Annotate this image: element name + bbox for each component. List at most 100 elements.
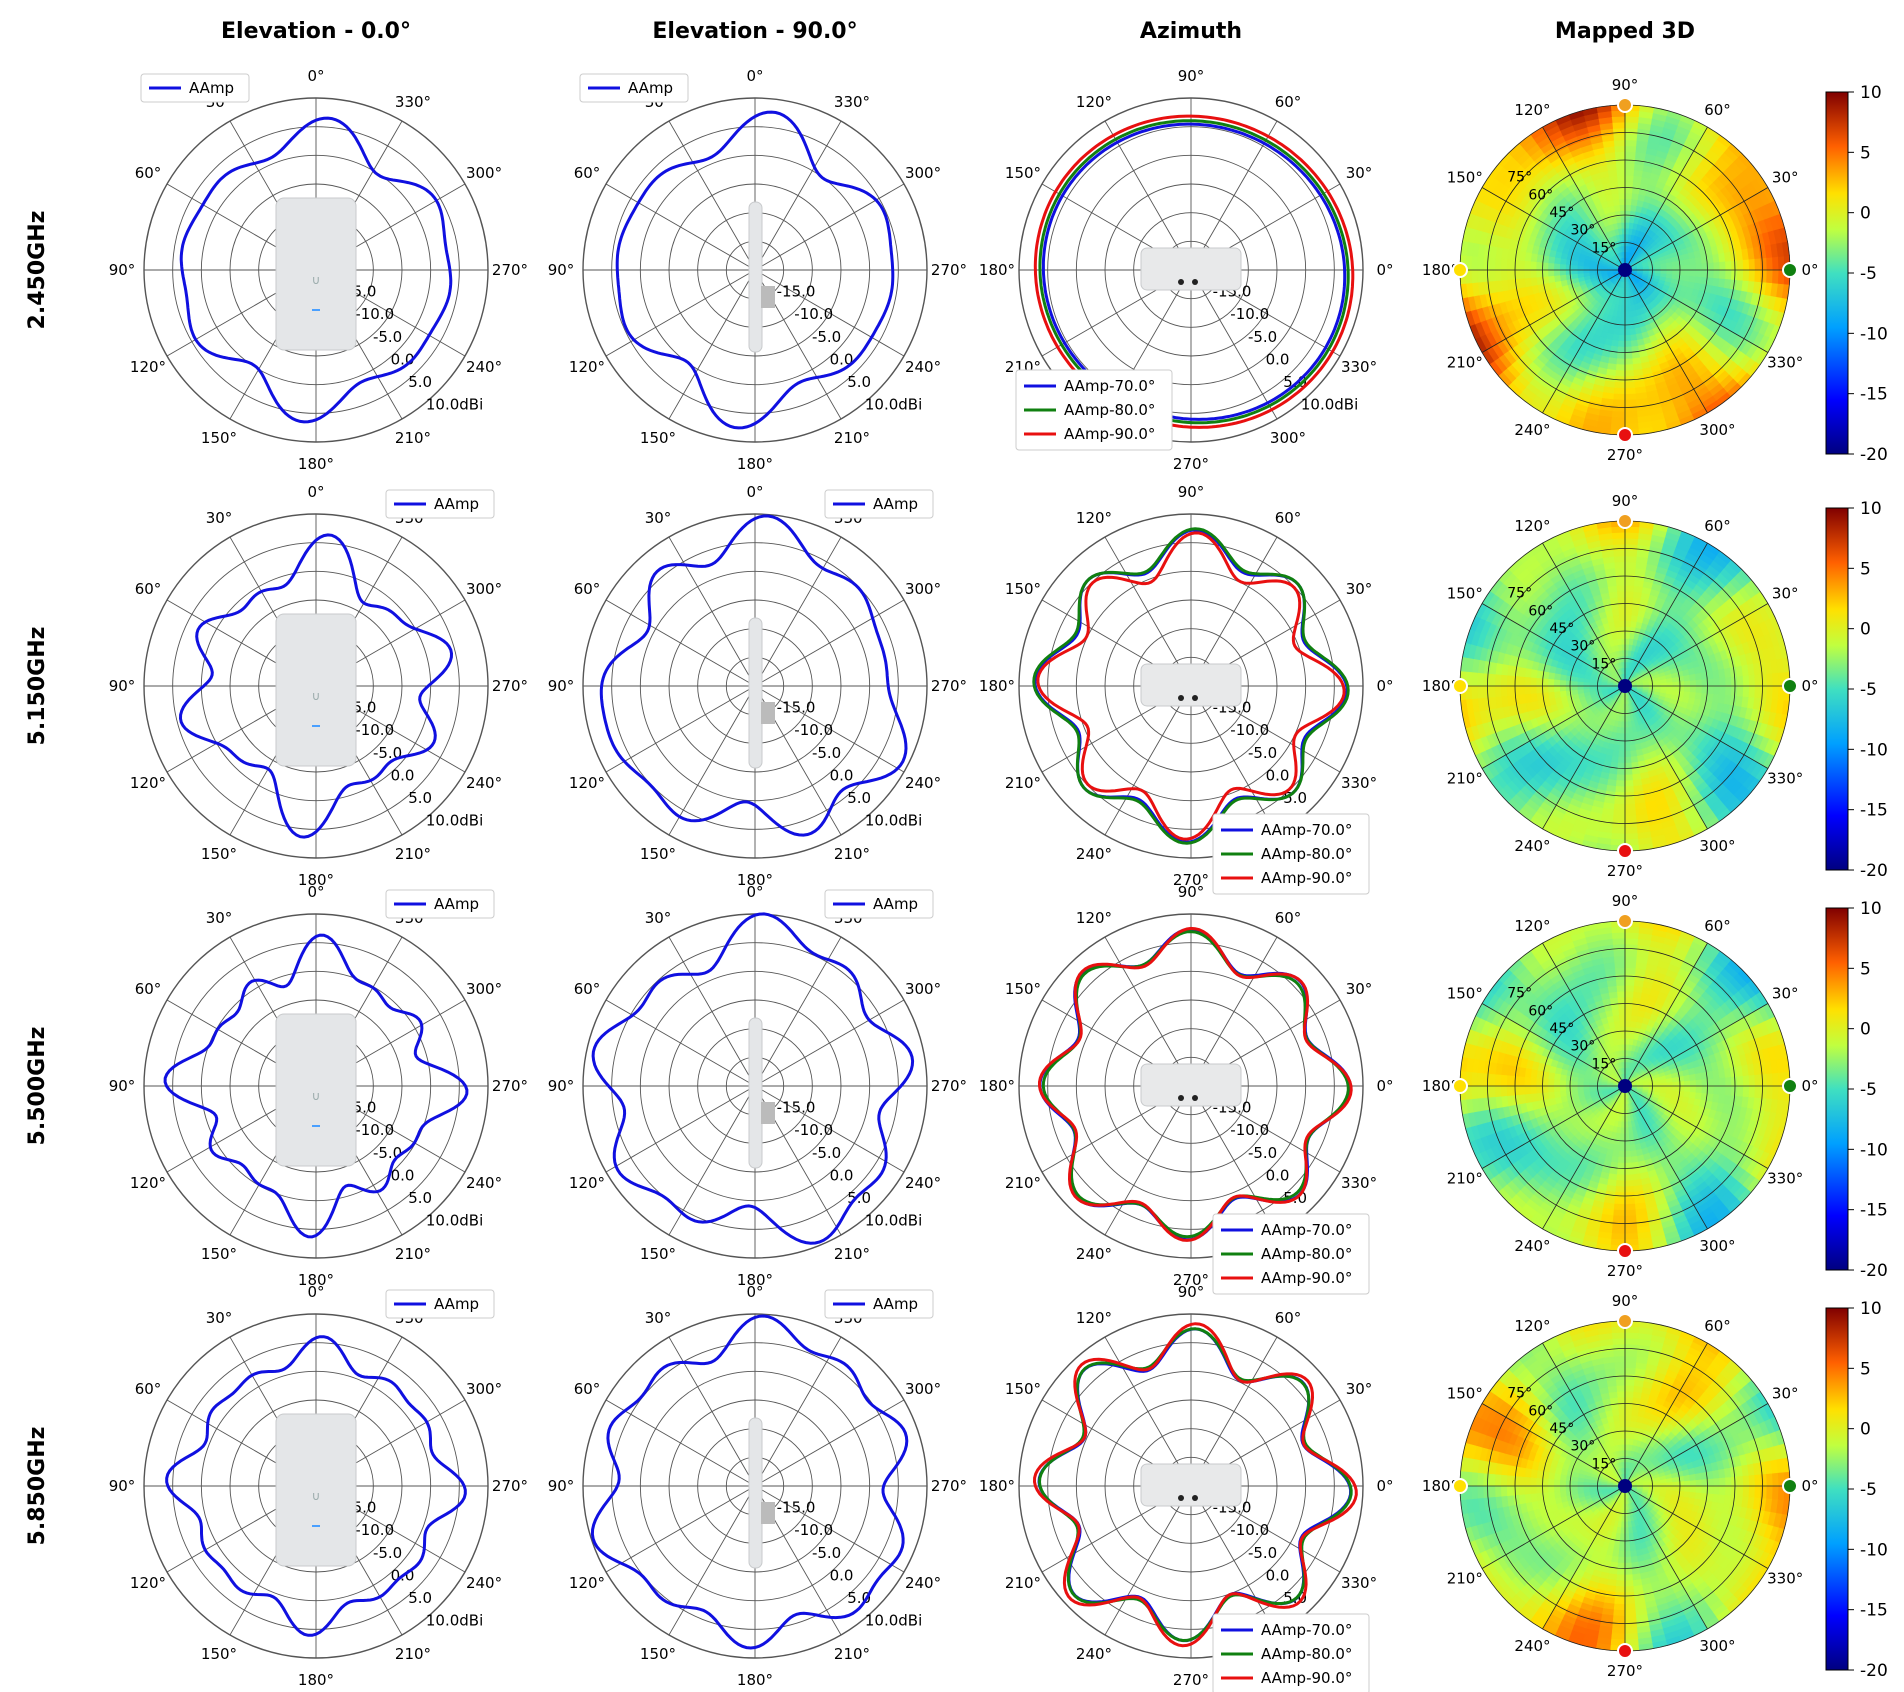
radial-tick-label: 5.0 — [408, 373, 432, 391]
angle-tick-label: 120° — [569, 1174, 605, 1192]
grid-spoke — [668, 536, 756, 687]
mapped-cell — [1630, 193, 1639, 201]
mapped-cell — [1506, 685, 1514, 697]
mapped-cell — [1614, 737, 1621, 746]
mapped-cell — [1611, 532, 1626, 540]
elevation-90-plot: 0°30°60°90°120°150°180°210°240°270°300°3… — [548, 67, 967, 473]
colorbar-label: -10 — [1860, 740, 1888, 760]
mapped-cell — [1512, 269, 1520, 281]
mapped-cell — [1771, 269, 1779, 284]
mapped-cell — [1730, 269, 1738, 281]
angle-tick-label: 60° — [1275, 909, 1302, 927]
mapped-cell — [1742, 269, 1750, 282]
mapped-angle-label: 90° — [1612, 492, 1639, 510]
mapped-cell — [1471, 672, 1479, 687]
mapped-cell — [1614, 567, 1626, 575]
mapped-cell — [1759, 257, 1767, 271]
angle-tick-label: 0° — [746, 483, 763, 501]
colorbar-label: -15 — [1860, 801, 1888, 821]
legend-label: AAmp — [189, 79, 234, 97]
grid-spoke — [1190, 120, 1278, 271]
mapped-angle-label: 150° — [1447, 585, 1483, 603]
mapped-cell — [1565, 675, 1574, 682]
mapped-cell — [1536, 269, 1544, 279]
mapped-cell — [1624, 416, 1639, 424]
radial-tick-label: -5.0 — [812, 1144, 841, 1162]
mapped-cell — [1676, 274, 1685, 281]
mapped-cell — [1471, 685, 1479, 700]
mapped-cell — [1615, 732, 1622, 740]
mapped-cell — [1500, 269, 1508, 282]
mapped-cell — [1683, 680, 1691, 687]
mapped-cell — [1612, 1214, 1626, 1222]
mapped-cell — [1624, 579, 1635, 587]
mapped-cell — [1477, 256, 1485, 271]
angle-tick-label: 240° — [466, 1174, 502, 1192]
mapped-cell — [1700, 678, 1708, 687]
mapped-cell — [1559, 269, 1567, 276]
mapped-cell — [1612, 404, 1626, 412]
column-title: Mapped 3D — [1555, 19, 1695, 44]
mapped-cell — [1620, 310, 1626, 318]
mapped-cell — [1624, 381, 1636, 389]
mapped-cell — [1624, 116, 1639, 124]
mapped-elev-label: 75° — [1507, 586, 1532, 602]
mapped-cell — [1689, 269, 1697, 277]
mapped-cell — [1624, 198, 1632, 206]
mapped-cell — [1530, 685, 1538, 695]
mapped-cell — [1613, 392, 1626, 400]
grid-spoke — [668, 685, 756, 836]
mapped-cell — [1624, 761, 1633, 769]
angle-tick-label: 300° — [466, 580, 502, 598]
mapped-cell — [1624, 620, 1631, 628]
mapped-cell — [1542, 678, 1550, 687]
mapped-3d-plot: 0°30°60°90°120°150°180°210°240°270°300°3… — [1422, 76, 1888, 465]
mapped-cell — [1682, 690, 1690, 698]
mapped-cell — [1611, 416, 1626, 424]
mapped-cell — [1624, 187, 1633, 195]
mapped-cell — [1624, 1232, 1639, 1240]
mapped-cell — [1612, 550, 1626, 558]
mapped-cell — [1619, 322, 1626, 330]
legend-label: AAmp — [434, 895, 479, 913]
mapped-elev-label: 30° — [1570, 223, 1595, 239]
mapped-cell — [1616, 181, 1626, 189]
mapped-cell — [1718, 685, 1726, 696]
mapped-cell — [1571, 681, 1579, 687]
mapped-cell — [1624, 650, 1629, 657]
mapped-cell — [1611, 832, 1626, 840]
mapped-cell — [1712, 677, 1720, 687]
legend-label: AAmp-70.0° — [1064, 377, 1155, 395]
radial-tick-label: 0.0 — [830, 766, 854, 784]
mapped-cell — [1654, 685, 1661, 690]
mapped-cell — [1771, 685, 1779, 700]
angle-tick-label: 90° — [548, 1077, 575, 1095]
mapped-cell — [1615, 163, 1626, 171]
mapped-cell — [1712, 685, 1720, 695]
mapped-cell — [1718, 676, 1726, 687]
angle-tick-label: 30° — [1346, 164, 1373, 182]
angle-tick-label: 240° — [905, 774, 941, 792]
mapped-cell — [1706, 685, 1714, 695]
mapped-cell — [1619, 620, 1626, 628]
mapped-cell — [1524, 676, 1532, 687]
mapped-cell — [1471, 1085, 1479, 1100]
angle-tick-label: 60° — [574, 580, 601, 598]
angle-tick-label: 270° — [931, 677, 967, 695]
mapped-cell — [1624, 334, 1632, 342]
mapped-cell — [1617, 603, 1626, 611]
mapped-cell — [1489, 1073, 1497, 1087]
angle-tick-label: 330° — [1341, 774, 1377, 792]
mapped-cell — [1483, 673, 1491, 687]
legend-label: AAmp-90.0° — [1064, 425, 1155, 443]
grid-spoke — [754, 183, 905, 271]
mapped-cell — [1512, 685, 1520, 697]
legend-label: AAmp-80.0° — [1064, 401, 1155, 419]
mapped-cell — [1694, 275, 1702, 284]
mapped-cell — [1736, 259, 1744, 271]
mapped-cell — [1624, 626, 1631, 634]
marker-180 — [1452, 678, 1468, 694]
mapped-cell — [1495, 674, 1503, 687]
grid-spoke — [754, 999, 905, 1087]
legend-box — [1015, 369, 1173, 451]
